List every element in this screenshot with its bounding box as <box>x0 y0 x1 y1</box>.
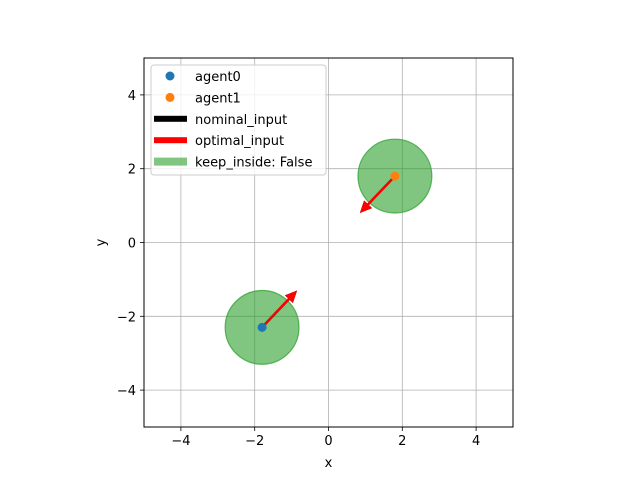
ticks: −4 −4 −2 −2 0 0 2 2 4 4 <box>117 89 480 449</box>
y-tick-label: 2 <box>128 163 136 178</box>
optimal-input-arrow <box>261 290 298 329</box>
legend-marker <box>165 92 175 102</box>
x-tick-label: −4 <box>171 434 190 449</box>
points <box>257 171 400 332</box>
legend-marker <box>165 71 175 81</box>
legend-line <box>154 137 187 144</box>
legend-label: agent1 <box>195 91 241 106</box>
legend-label: keep_inside: False <box>195 156 312 171</box>
legend-label: optimal_input <box>195 134 284 149</box>
y-axis-label: y <box>94 238 109 246</box>
x-axis-label: x <box>325 456 333 471</box>
legend-line <box>154 115 187 122</box>
x-tick-label: 2 <box>398 434 406 449</box>
optimal-input-arrow <box>359 175 396 213</box>
legend-label: agent0 <box>195 70 241 85</box>
legend-label: nominal_input <box>195 113 287 128</box>
legend-box <box>150 64 327 176</box>
x-tick-label: 4 <box>472 434 480 449</box>
y-tick-label: 0 <box>128 237 136 252</box>
x-tick-label: −2 <box>245 434 264 449</box>
legend: agent0 agent1 nominal_input optimal_inputke… <box>150 64 327 176</box>
agent1-point <box>390 171 400 181</box>
y-tick-label: 4 <box>128 89 136 104</box>
arrows <box>261 175 396 329</box>
legend-patch <box>154 157 187 166</box>
y-tick-label: −2 <box>117 310 136 325</box>
y-tick-label: −4 <box>117 384 136 399</box>
x-tick-label: 0 <box>324 434 332 449</box>
agent0-point <box>257 322 267 332</box>
